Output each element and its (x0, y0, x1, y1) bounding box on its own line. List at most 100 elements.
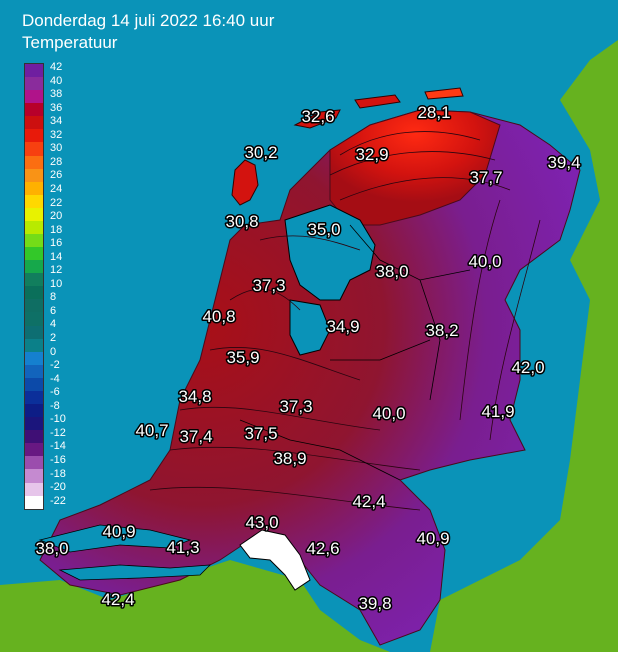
color-scale-label: 32 (50, 128, 63, 141)
label-394: 39,4 (547, 153, 580, 172)
color-scale-label: 20 (50, 210, 63, 223)
color-scale-label: -6 (50, 386, 60, 399)
color-scale-segment (25, 390, 43, 405)
province-borders (239, 224, 471, 481)
color-scale-segment (25, 155, 43, 169)
color-scale-segment (25, 482, 43, 496)
color-scale-segment (25, 129, 43, 143)
color-scale-segment (25, 77, 43, 91)
color-scale-label: 0 (50, 345, 57, 358)
label-350: 35,0 (307, 220, 340, 239)
ijsselmeer (284, 204, 376, 301)
color-scale-segment (25, 207, 43, 221)
color-scale-segment (25, 116, 43, 130)
color-scale-segment (25, 377, 43, 391)
delta-water-1 (38, 524, 192, 553)
label-308: 30,8 (225, 212, 258, 231)
color-scale-segment (25, 64, 43, 78)
value-labels: 32,6 28,1 30,2 32,9 39,4 37,7 30,8 35,0 … (34, 102, 582, 615)
label-326: 32,6 (301, 107, 334, 126)
label-409a: 40,9 (102, 522, 135, 541)
island-vlieland (293, 109, 341, 129)
color-scale-label: 18 (50, 223, 63, 236)
color-scale-segment (25, 194, 43, 208)
color-scale-segment (25, 351, 43, 365)
label-420: 42,0 (511, 358, 544, 377)
label-377: 37,7 (469, 168, 502, 187)
label-409b: 40,9 (416, 529, 449, 548)
label-407: 40,7 (135, 421, 168, 440)
color-scale-segment (25, 443, 43, 457)
color-scale-label: -16 (50, 453, 66, 466)
color-scale-label: 16 (50, 237, 63, 250)
label-413: 41,3 (166, 538, 199, 557)
color-scale-label: 6 (50, 304, 57, 317)
color-scale-segment (25, 299, 43, 313)
color-scale-label: 42 (50, 61, 63, 73)
contours (149, 131, 541, 511)
color-scale-segment (25, 456, 43, 470)
label-424a: 42,4 (352, 492, 385, 511)
label-302: 30,2 (244, 143, 277, 162)
island-terschelling (354, 94, 401, 109)
color-scale-label: 2 (50, 332, 57, 344)
color-scale-bar (24, 63, 44, 510)
label-389: 38,9 (273, 449, 306, 468)
color-scale-segment (25, 103, 43, 117)
label-373b: 37,3 (279, 397, 312, 416)
label-373a: 37,3 (252, 276, 285, 295)
color-scale-segment (25, 312, 43, 326)
color-scale-segment (25, 168, 43, 182)
label-419: 41,9 (481, 402, 514, 421)
label-281: 28,1 (417, 103, 450, 122)
color-scale-label: -22 (50, 494, 66, 507)
color-scale-segment (25, 417, 43, 431)
color-scale-label: -20 (50, 481, 66, 494)
color-scale-segment (25, 338, 43, 352)
color-scale-label: -8 (50, 399, 60, 412)
label-380: 38,0 (375, 262, 408, 281)
label-400b: 40,0 (372, 404, 405, 423)
color-scale-segment (25, 142, 43, 156)
color-scale-segment (25, 220, 43, 235)
color-scale-label: 8 (50, 291, 57, 304)
color-scale-label: 12 (50, 264, 63, 277)
label-400a: 40,0 (468, 252, 501, 271)
label-408: 40,8 (202, 307, 235, 326)
color-scale-label: 34 (50, 115, 63, 128)
color-scale-segment (25, 286, 43, 300)
no-data-patch (239, 529, 311, 591)
color-scale-label: 14 (50, 250, 63, 263)
color-scale-label: 10 (50, 277, 63, 290)
color-scale-label: 28 (50, 155, 63, 168)
color-scale-label: -10 (50, 413, 66, 426)
island-texel (231, 159, 259, 206)
color-scale-label: 40 (50, 74, 63, 87)
color-scale-label: 30 (50, 142, 63, 155)
color-scale-segment (25, 469, 43, 483)
color-scale-label: 38 (50, 88, 63, 101)
color-scale-label: 36 (50, 101, 63, 114)
label-349: 34,9 (326, 317, 359, 336)
color-scale-label: 26 (50, 169, 63, 182)
label-398: 39,8 (358, 594, 391, 613)
color-scale-segment (25, 90, 43, 104)
color-scale-label: 22 (50, 196, 63, 209)
color-scale-segment (25, 404, 43, 418)
color-scale-label: -2 (50, 359, 60, 372)
color-scale-label: -12 (50, 426, 66, 439)
color-scale-label: 24 (50, 182, 63, 195)
label-348: 34,8 (178, 387, 211, 406)
island-ameland (424, 87, 464, 100)
color-scale-label: -14 (50, 440, 66, 453)
label-430: 43,0 (245, 513, 278, 532)
label-380b: 38,0 (35, 539, 68, 558)
color-scale-label: -18 (50, 467, 66, 480)
markermeer (289, 299, 331, 356)
label-426: 42,6 (306, 539, 339, 558)
label-359: 35,9 (226, 348, 259, 367)
color-scale-label: 4 (50, 318, 57, 331)
color-scale-label: -4 (50, 372, 60, 385)
label-329: 32,9 (355, 145, 388, 164)
